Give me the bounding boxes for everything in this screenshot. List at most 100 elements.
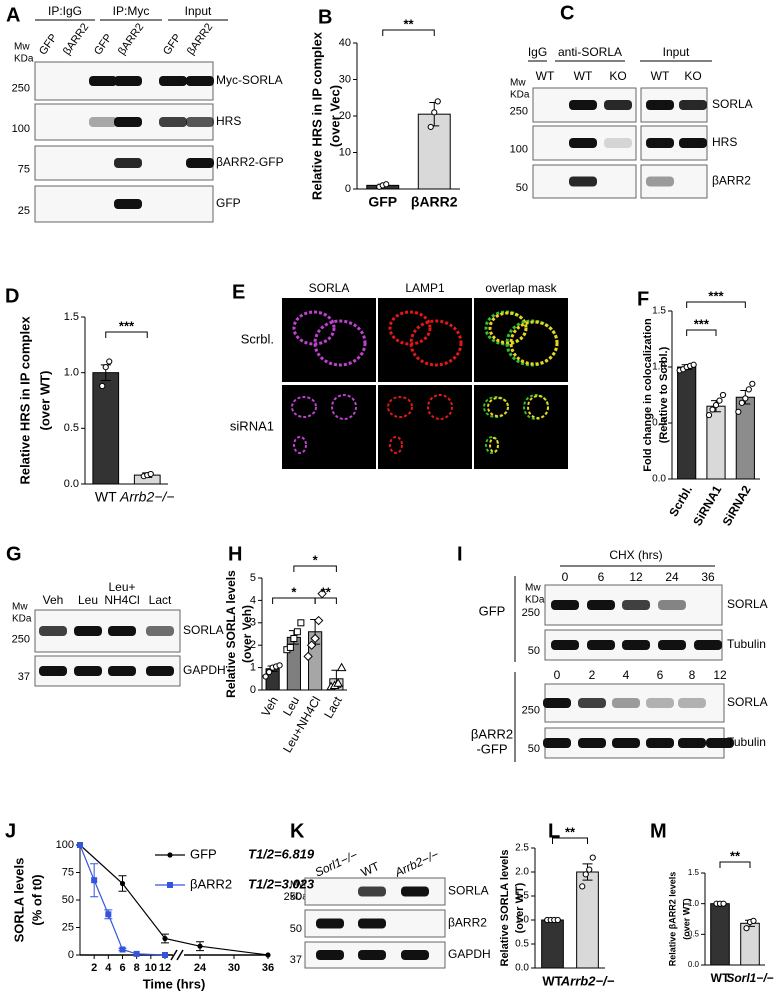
x-tick-label: Arrb2−/−	[119, 489, 174, 505]
band	[89, 76, 117, 86]
significance-bracket	[552, 837, 588, 844]
data-point	[554, 916, 561, 924]
lane-label: KO	[684, 69, 701, 83]
significance-label: **	[403, 16, 414, 31]
mw-marker: 50	[290, 923, 302, 935]
cell-signal	[409, 319, 463, 367]
data-point	[427, 123, 434, 131]
data-point	[265, 952, 271, 958]
lane-label: Leu+	[108, 580, 135, 594]
mw-marker: 250	[522, 705, 540, 717]
y-axis-label: (over WT)	[681, 898, 691, 940]
band	[401, 886, 429, 897]
y-tick-label: 0	[250, 684, 256, 696]
band	[622, 600, 650, 610]
bar	[677, 366, 697, 480]
band-label: GAPDH	[448, 947, 491, 961]
significance-label: **	[730, 848, 741, 863]
band	[658, 600, 686, 610]
data-point	[162, 952, 168, 958]
mw-label: KDa	[12, 614, 32, 625]
bar	[740, 922, 760, 966]
panel-letter: D	[5, 285, 19, 307]
data-point	[745, 386, 752, 393]
significance-label: ***	[119, 318, 135, 333]
blot-title: CHX (hrs)	[609, 548, 662, 562]
band-label: HRS	[216, 114, 241, 128]
y-axis-label: Relative SORLA levels	[224, 570, 238, 698]
x-tick-label: 12	[159, 962, 171, 974]
band	[89, 117, 117, 127]
panel-letter: G	[6, 543, 22, 565]
bar	[710, 903, 730, 966]
data-point	[99, 382, 106, 390]
y-tick-label: 3	[250, 617, 256, 629]
band-label: SORLA	[448, 884, 489, 898]
significance-bracket	[105, 331, 148, 338]
mw-marker: 50	[516, 182, 528, 194]
band	[114, 158, 142, 168]
significance-bracket	[686, 301, 746, 308]
panel-letter: I	[457, 543, 463, 565]
band	[678, 698, 706, 708]
band	[543, 698, 571, 708]
condition-label: GFP	[479, 603, 506, 618]
y-tick-label: 1.0	[652, 362, 666, 373]
y-axis-label: (over Veh)	[240, 605, 254, 663]
data-point	[266, 668, 273, 676]
y-tick-label: 50	[62, 894, 74, 906]
band	[108, 626, 136, 636]
y-tick-label: 5	[250, 572, 256, 584]
y-tick-label: 2.0	[515, 867, 529, 878]
significance-label: *	[291, 584, 297, 599]
band-label: SORLA	[712, 97, 753, 111]
y-tick-label: 1.0	[515, 915, 529, 926]
data-point	[431, 109, 438, 116]
column-label: overlap mask	[485, 281, 557, 295]
x-tick-label: 30	[228, 962, 240, 974]
x-tick-label: βARR2	[411, 194, 458, 210]
y-tick-label: 0.5	[64, 422, 79, 434]
lane-label: 6	[657, 668, 664, 682]
significance-label: **	[565, 824, 576, 839]
band-label: Tubulin	[727, 735, 766, 749]
x-tick-label: Sorl1−/−	[726, 971, 773, 985]
mw-label: KDa	[14, 54, 34, 65]
band	[604, 138, 632, 148]
panel-letter: E	[232, 281, 245, 303]
bar	[541, 919, 564, 969]
y-tick-label: 0.0	[64, 478, 79, 490]
bar	[417, 113, 451, 190]
mw-marker: 100	[510, 144, 528, 156]
band-label: SORLA	[183, 623, 224, 637]
y-tick-label: 25	[62, 921, 74, 933]
band	[186, 117, 214, 127]
lane-label: 24	[665, 570, 679, 584]
y-tick-label: 0.5	[515, 939, 529, 950]
mw-marker: 250	[12, 83, 30, 95]
band	[114, 117, 142, 127]
data-point	[709, 406, 716, 413]
x-tick-label: WT	[95, 489, 117, 505]
lane-label: βARR2	[185, 21, 215, 57]
x-tick-label: Scrbl.	[666, 483, 695, 519]
y-axis-label: Relative HRS in IP complex	[309, 31, 324, 200]
cell-signal	[387, 396, 413, 418]
mw-label: kDa	[290, 892, 308, 903]
y-tick-label: 4	[250, 594, 256, 606]
annotation: T1/2=3.023	[248, 876, 315, 891]
band	[646, 100, 674, 110]
lane-label: 0	[554, 668, 561, 682]
panel-letter: J	[5, 820, 16, 842]
cell-signal	[527, 395, 549, 419]
band	[604, 100, 632, 110]
series-line	[79, 844, 166, 956]
legend-marker	[167, 882, 173, 888]
y-tick-label: 2.5	[515, 843, 529, 854]
legend-label: GFP	[190, 846, 217, 861]
lane-label: 2	[589, 668, 596, 682]
lane-label: 8	[689, 668, 696, 682]
data-point	[286, 643, 294, 651]
x-tick-label: WT	[542, 973, 562, 988]
band	[186, 158, 214, 168]
